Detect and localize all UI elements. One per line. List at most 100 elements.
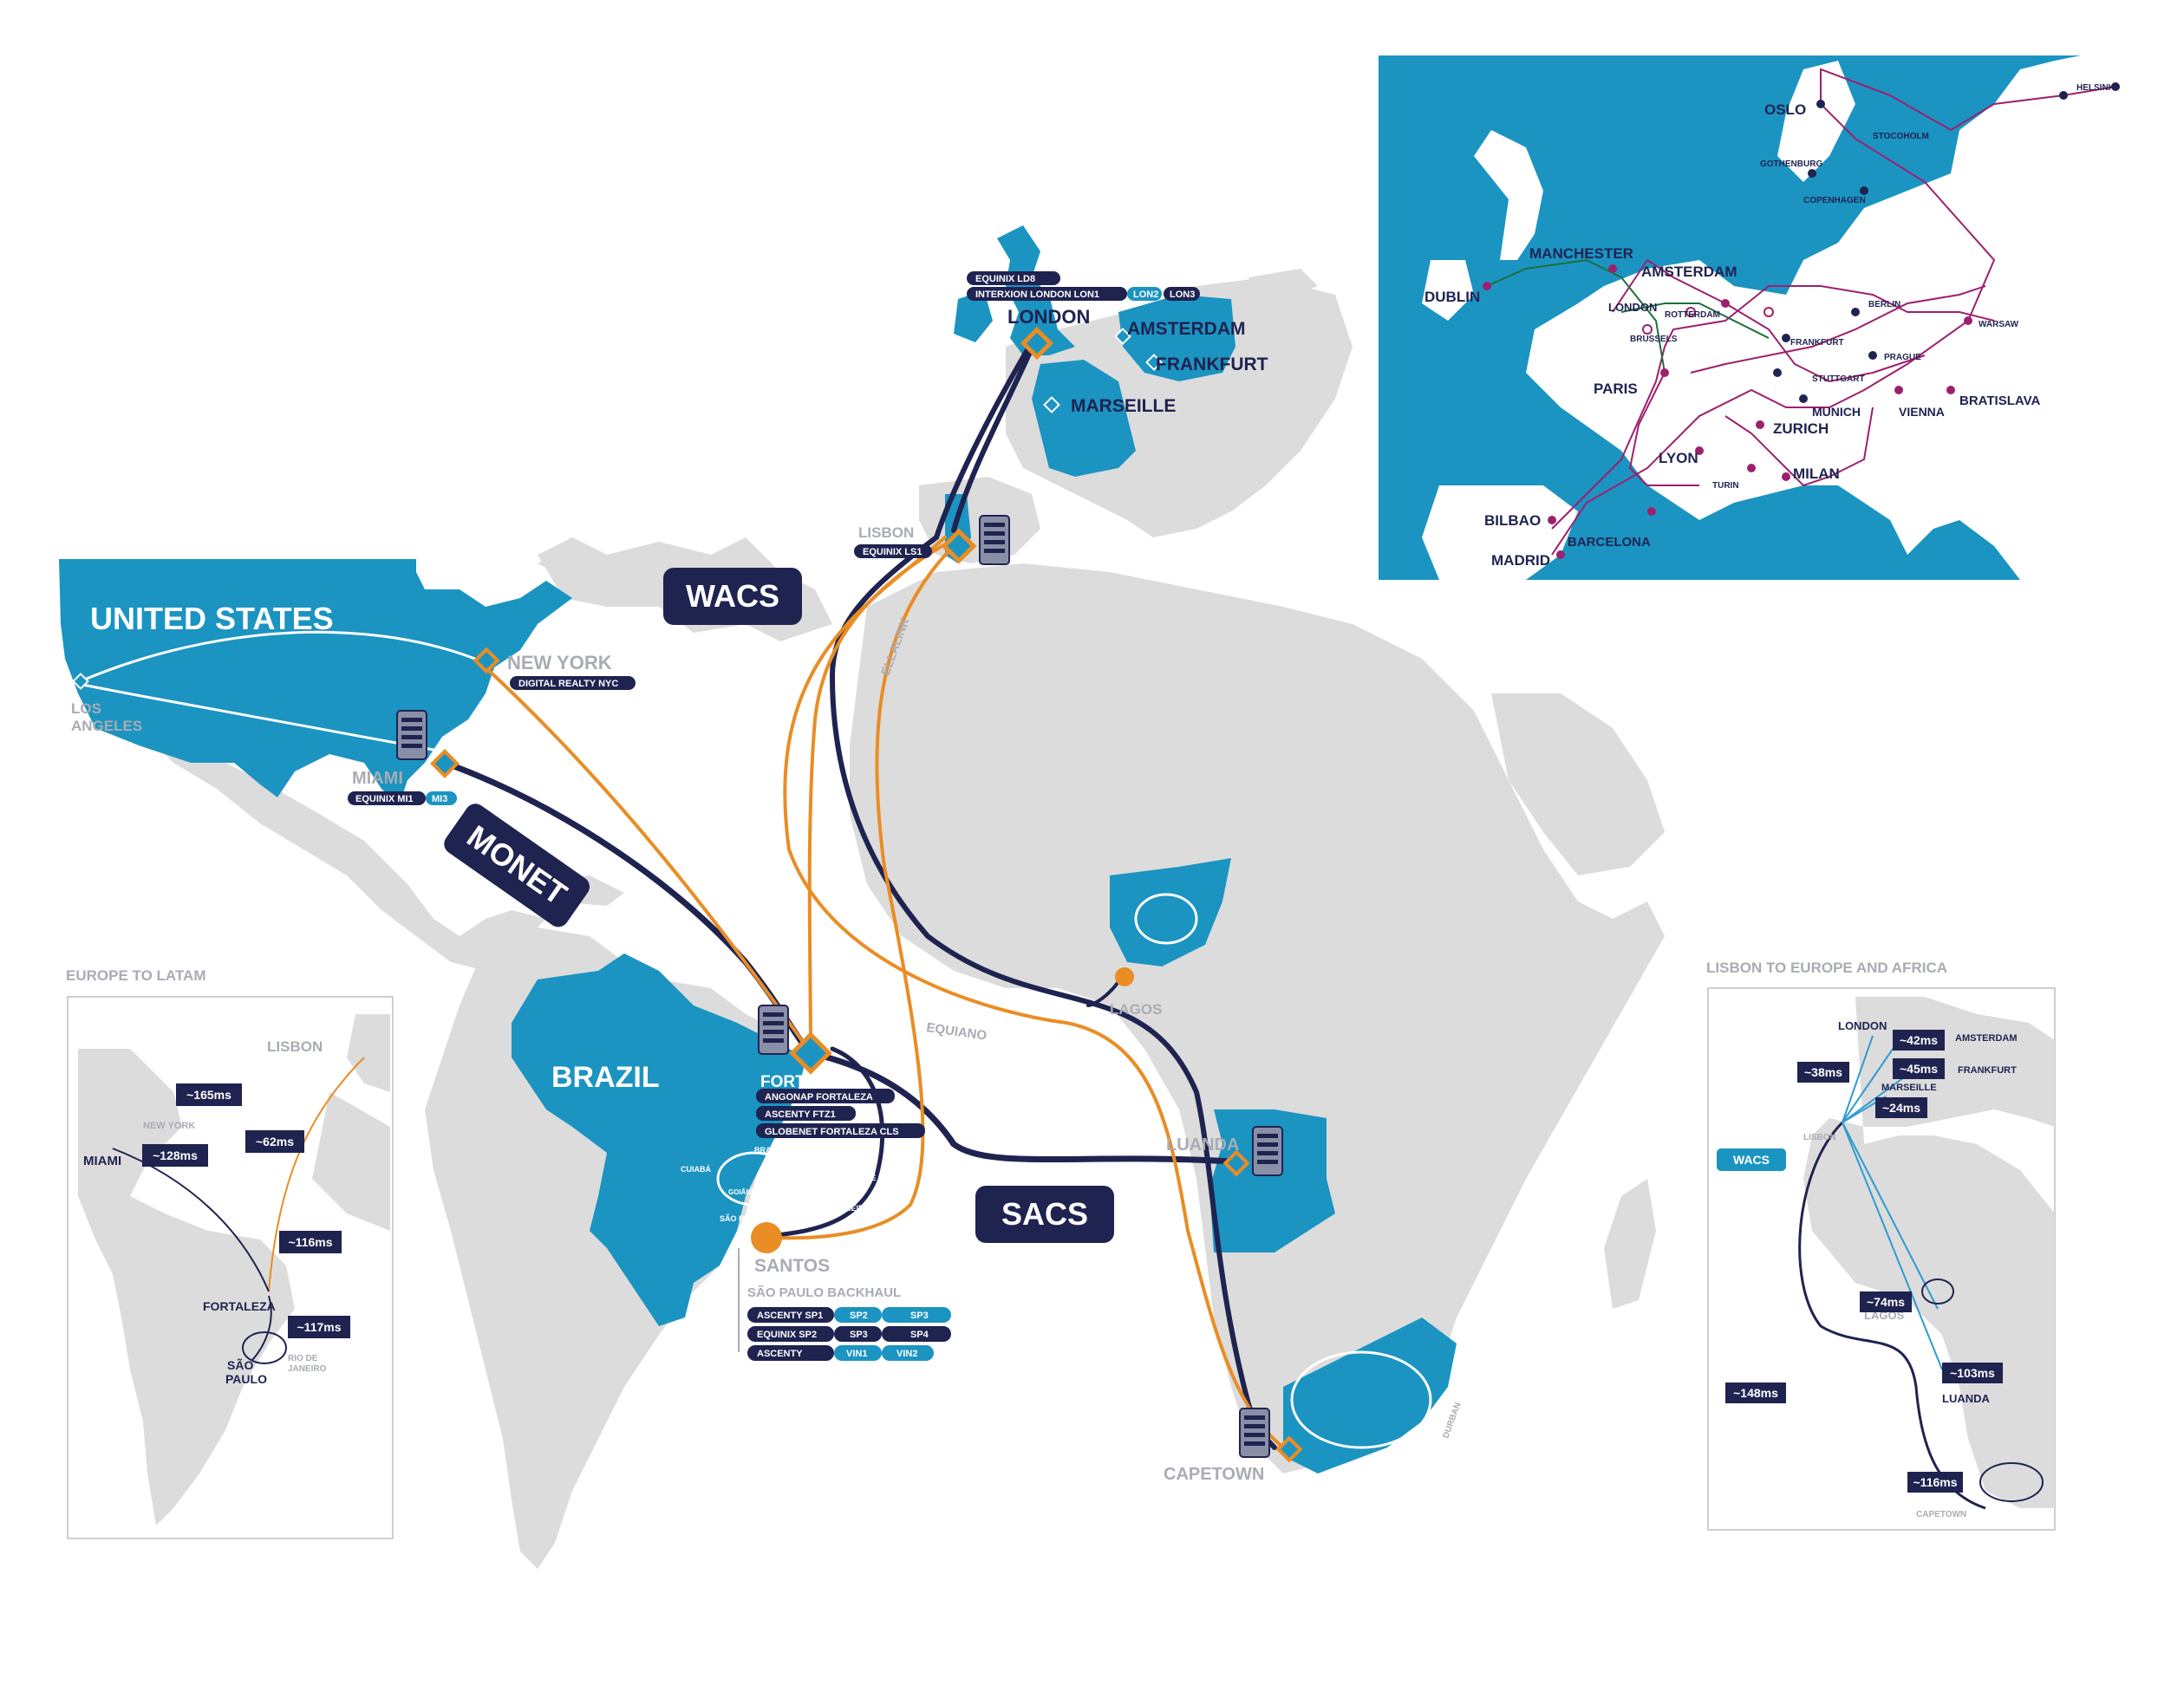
united-states-label: UNITED STATES xyxy=(90,601,334,636)
sacs-cable xyxy=(807,1050,1235,1165)
latam-new-york: NEW YORK xyxy=(143,1121,195,1131)
latency-24: ~24ms xyxy=(1882,1101,1920,1115)
latam-rio-2: JANEIRO xyxy=(288,1364,327,1374)
dc-lon2: LON2 xyxy=(1133,290,1158,300)
eu-brussels: BRUSSELS xyxy=(1630,335,1678,344)
dc-equinix-ls1: EQUINIX LS1 xyxy=(863,547,922,557)
durban-label: DURBAN xyxy=(1441,1402,1463,1440)
eu-amsterdam: AMSTERDAM xyxy=(1641,263,1737,280)
africa-land xyxy=(850,563,1665,1474)
latam-latency-badges: ~165ms ~62ms ~128ms ~116ms ~117ms xyxy=(142,1083,350,1338)
latam-inset: EUROPE TO LATAM LISBON NEW YORK MIAMI FO… xyxy=(66,967,394,1539)
eu-munich: MUNICH xyxy=(1812,405,1861,419)
eu-vienna: VIENNA xyxy=(1899,405,1945,419)
miami-node[interactable] xyxy=(430,749,460,778)
dc-ascenty-ftz1: ASCENTY FTZ1 xyxy=(765,1109,836,1120)
sacs-label: SACS xyxy=(1001,1196,1088,1232)
united-states-shape xyxy=(59,559,572,806)
eu-paris: PARIS xyxy=(1594,381,1638,397)
backhaul-sp4: SP4 xyxy=(910,1330,929,1340)
ny-fortaleza-cable xyxy=(484,666,812,1055)
latency-103: ~103ms xyxy=(1950,1366,1995,1380)
eu-zurich: ZURICH xyxy=(1773,420,1829,437)
new-york-label: NEW YORK xyxy=(507,652,612,673)
africa-inset: LISBON TO EUROPE AND AFRICA LONDON AMSTE… xyxy=(1706,960,2056,1531)
eu-warsaw: WARSAW xyxy=(1979,320,2019,329)
latency-38: ~38ms xyxy=(1804,1065,1842,1079)
eu-stocoholm: STOCOHOLM xyxy=(1873,132,1929,141)
luanda-node[interactable] xyxy=(1222,1149,1250,1177)
sacs-badge[interactable]: SACS xyxy=(975,1186,1114,1243)
amsterdam-node[interactable] xyxy=(1114,328,1131,345)
eu-prague: PRAGUE xyxy=(1884,353,1921,362)
santos-label: SANTOS xyxy=(754,1256,830,1276)
dc-digital-realty-nyc: DIGITAL REALTY NYC xyxy=(518,679,618,689)
latency-45: ~45ms xyxy=(1900,1062,1938,1076)
new-york-node[interactable] xyxy=(473,647,500,674)
regional-rings xyxy=(716,893,1432,1449)
eu-lyon: LYON xyxy=(1659,450,1698,466)
wacs-label: WACS xyxy=(686,578,779,614)
sao-paulo-backhaul: SÃO PAULO BACKHAUL ASCENTY SP1 SP2 SP3 E… xyxy=(738,1248,951,1361)
ellalink-santos-cable xyxy=(774,544,955,1240)
server-icon xyxy=(758,1005,789,1055)
fortaleza-santos-cable xyxy=(773,1046,885,1238)
wacs-inset-badge[interactable]: WACS xyxy=(1717,1148,1786,1171)
africa-inset-links xyxy=(1842,1035,1943,1370)
greenland-land xyxy=(538,555,555,572)
eu-dublin: DUBLIN xyxy=(1424,289,1480,305)
miami-label: MIAMI xyxy=(352,769,403,788)
lisbon-dc-pills: EQUINIX LS1 xyxy=(854,544,932,558)
eu-helsinki: HELSINKI xyxy=(2076,83,2117,93)
africa-latency-badges: ~42ms ~38ms ~45ms ~24ms ~74ms ~103ms ~14… xyxy=(1725,1030,2003,1493)
latency-116: ~116ms xyxy=(289,1235,333,1249)
london-node[interactable] xyxy=(1020,326,1054,361)
frankfurt-node[interactable] xyxy=(1145,354,1163,371)
eu-frankfurt: FRANKFURT xyxy=(1790,338,1844,348)
amsterdam-label: AMSTERDAM xyxy=(1127,319,1246,339)
fortaleza-dc-pills: ANGONAP FORTALEZA ASCENTY FTZ1 GLOBENET … xyxy=(756,1089,925,1138)
eu-bratislava: BRATISLAVA xyxy=(1959,394,2040,408)
europe-inset-links xyxy=(1551,68,2116,556)
latam-miami: MIAMI xyxy=(83,1154,121,1168)
fortaleza-node[interactable] xyxy=(789,1031,832,1075)
africa-luanda: LUANDA xyxy=(1942,1392,1990,1405)
latam-lisbon: LISBON xyxy=(267,1038,323,1055)
sao-paulo-label: SÃO PAULO xyxy=(720,1214,766,1223)
france-shape xyxy=(1032,360,1136,477)
datacenter-icons xyxy=(396,515,1283,1458)
los-angeles-label-1: LOS xyxy=(71,700,101,717)
marseille-node[interactable] xyxy=(1043,396,1060,413)
arabia-land xyxy=(1491,693,1665,875)
nigeria-shape xyxy=(1110,858,1231,966)
dc-globenet-fortaleza-cls: GLOBENET FORTALEZA CLS xyxy=(765,1127,899,1137)
equiano-label: EQUIANO xyxy=(925,1020,988,1044)
server-icon xyxy=(396,710,427,760)
lisbon-node[interactable] xyxy=(941,528,977,564)
goiania-label: GOIÂNIA xyxy=(728,1188,758,1196)
latency-148: ~148ms xyxy=(1733,1386,1778,1400)
eu-manchester: MANCHESTER xyxy=(1529,245,1633,262)
latam-inset-title: EUROPE TO LATAM xyxy=(66,967,206,984)
marseille-label: MARSEILLE xyxy=(1071,396,1176,416)
server-icon xyxy=(1239,1408,1270,1458)
santos-node[interactable] xyxy=(751,1222,782,1253)
brazil-label: BRAZIL xyxy=(551,1061,660,1094)
capetown-node[interactable] xyxy=(1275,1435,1303,1463)
nigeria-ring xyxy=(1134,893,1198,945)
europe-inset-labels: OSLO HELSINKI STOCOHOLM GOTHENBURG COPEN… xyxy=(1424,83,2117,569)
africa-marseille: MARSEILLE xyxy=(1881,1083,1937,1093)
africa-amsterdam: AMSTERDAM xyxy=(1955,1033,2018,1044)
latency-116b: ~116ms xyxy=(1913,1475,1958,1489)
latency-42: ~42ms xyxy=(1900,1033,1938,1047)
lagos-label: LAGOS xyxy=(1110,1001,1162,1018)
latency-128: ~128ms xyxy=(153,1148,198,1162)
latency-74: ~74ms xyxy=(1867,1295,1905,1309)
latency-62: ~62ms xyxy=(256,1135,294,1148)
eu-barcelona: BARCELONA xyxy=(1568,535,1651,550)
wacs-badge[interactable]: WACS xyxy=(663,568,802,625)
eu-turin: TURIN xyxy=(1712,481,1739,491)
lagos-node[interactable] xyxy=(1115,967,1134,986)
eu-madrid: MADRID xyxy=(1491,552,1550,569)
los-angeles-node[interactable] xyxy=(72,673,89,690)
